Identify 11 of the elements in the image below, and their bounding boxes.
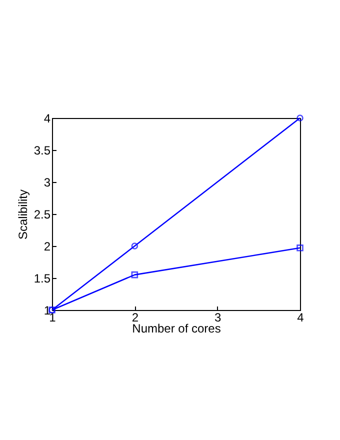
x-tick-label: 4 — [297, 310, 304, 324]
x-tick-label: 3 — [214, 310, 222, 324]
y-tick-label: 3.5 — [34, 144, 51, 158]
y-tick-label: 1.5 — [34, 272, 51, 286]
y-tick-label: 4 — [44, 112, 51, 126]
y-tick-label: 3 — [44, 176, 51, 190]
x-axis-title: Number of cores — [132, 322, 221, 336]
y-axis-title: Scalibility — [16, 189, 30, 240]
x-tick-label: 2 — [132, 310, 139, 324]
y-tick-label: 2 — [44, 240, 51, 254]
y-tick-label: 2.5 — [34, 208, 51, 222]
